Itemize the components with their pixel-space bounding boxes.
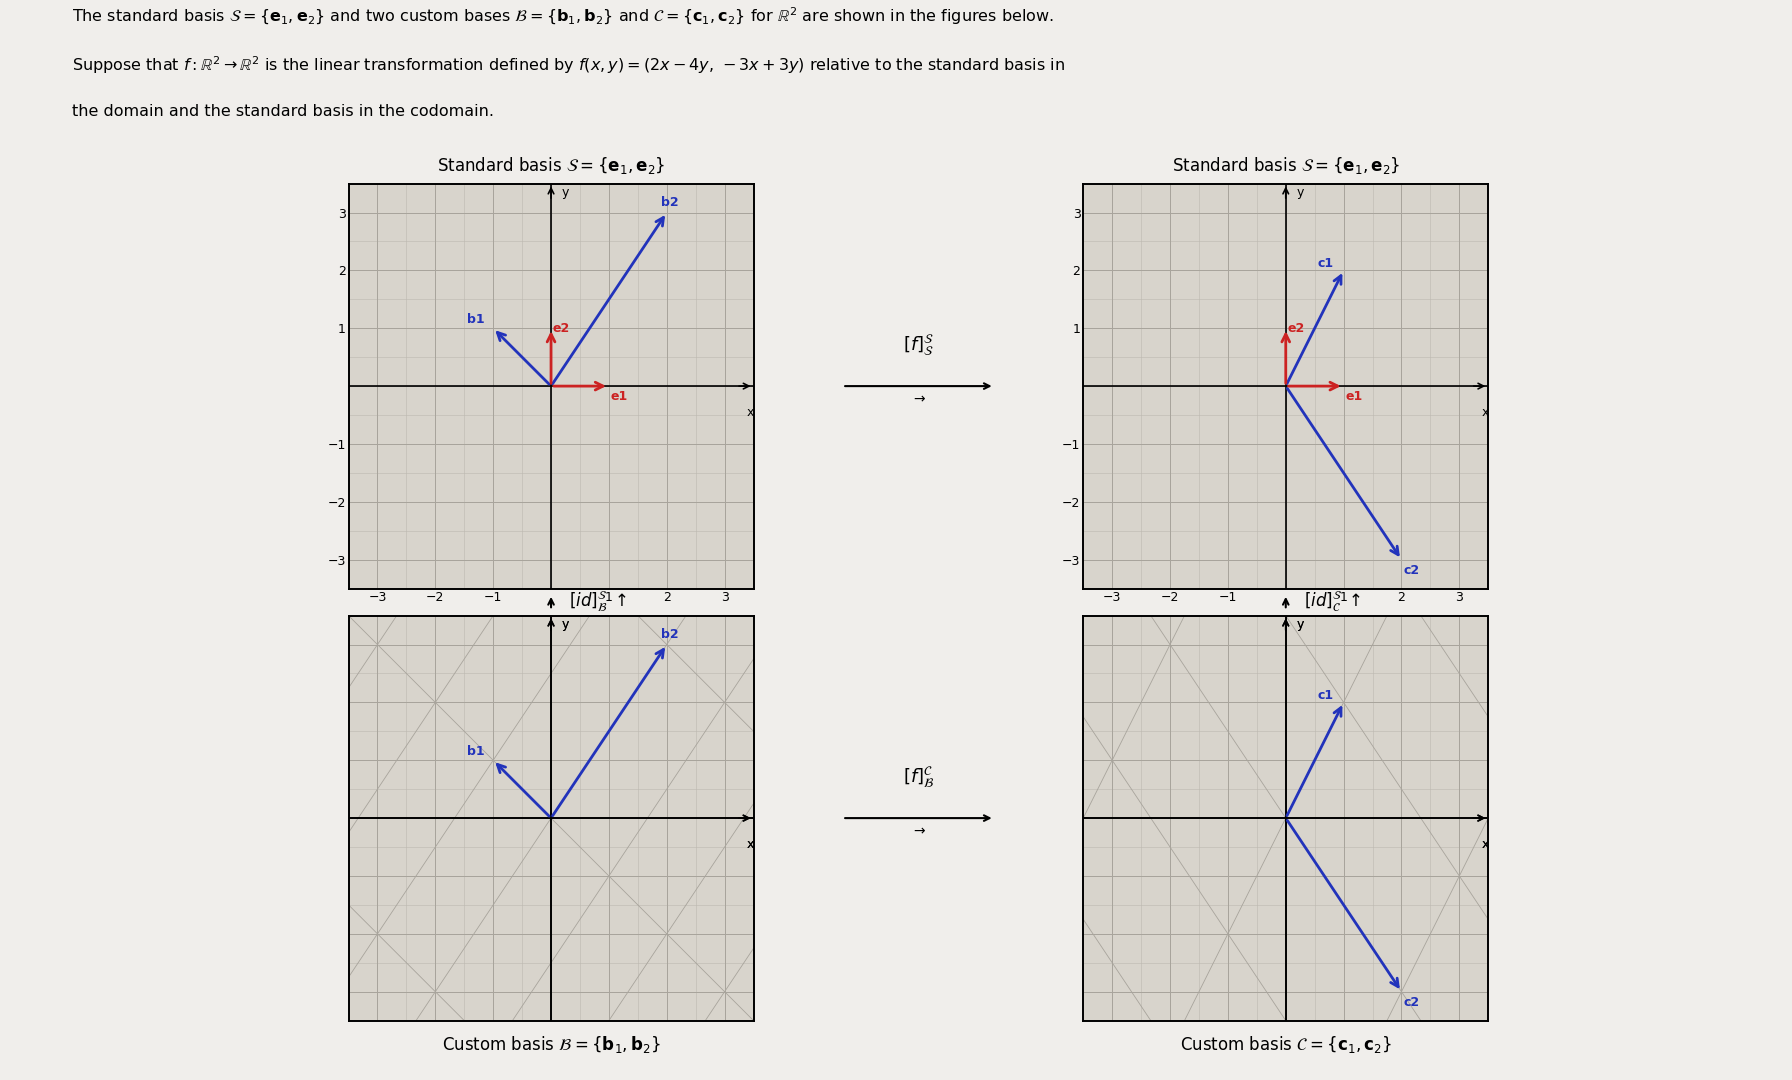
Text: y: y <box>1296 619 1303 632</box>
Text: $[f]^{\mathcal{S}}_{\mathcal{S}}$: $[f]^{\mathcal{S}}_{\mathcal{S}}$ <box>903 334 934 359</box>
Text: c2: c2 <box>1403 564 1419 577</box>
Text: the domain and the standard basis in the codomain.: the domain and the standard basis in the… <box>72 104 493 119</box>
Text: e2: e2 <box>552 322 570 335</box>
Text: b2: b2 <box>661 195 679 208</box>
Text: y: y <box>561 187 568 200</box>
Text: y: y <box>1296 619 1303 632</box>
Text: $[f]^{\mathcal{C}}_{\mathcal{B}}$: $[f]^{\mathcal{C}}_{\mathcal{B}}$ <box>903 766 934 791</box>
Text: Suppose that $f : \mathbb{R}^2 \rightarrow \mathbb{R}^2$ is the linear transform: Suppose that $f : \mathbb{R}^2 \rightarr… <box>72 54 1064 77</box>
Text: Custom basis $\mathcal{B} = \{\mathbf{b}_1, \mathbf{b}_2\}$: Custom basis $\mathcal{B} = \{\mathbf{b}… <box>441 1034 661 1054</box>
Text: $\rightarrow$: $\rightarrow$ <box>910 391 926 405</box>
Text: Standard basis $\mathcal{S} = \{\mathbf{e}_1, \mathbf{e}_2\}$: Standard basis $\mathcal{S} = \{\mathbf{… <box>437 156 665 176</box>
Text: $[id]^{\mathcal{S}}_{\mathcal{C}}$ $\uparrow$: $[id]^{\mathcal{S}}_{\mathcal{C}}$ $\upa… <box>1305 590 1360 615</box>
Text: y: y <box>1296 187 1303 200</box>
Text: c2: c2 <box>1403 996 1419 1009</box>
Text: Standard basis $\mathcal{S} = \{\mathbf{e}_1, \mathbf{e}_2\}$: Standard basis $\mathcal{S} = \{\mathbf{… <box>1172 156 1400 176</box>
Text: $\rightarrow$: $\rightarrow$ <box>910 823 926 837</box>
Text: c1: c1 <box>1317 689 1333 702</box>
Text: y: y <box>561 619 568 632</box>
Text: b2: b2 <box>661 627 679 640</box>
Text: x: x <box>1482 838 1489 851</box>
Text: $[id]^{\mathcal{S}}_{\mathcal{B}}$ $\uparrow$: $[id]^{\mathcal{S}}_{\mathcal{B}}$ $\upa… <box>570 590 627 615</box>
Text: x: x <box>1482 406 1489 419</box>
Text: Custom basis $\mathcal{C} = \{\mathbf{c}_1, \mathbf{c}_2\}$: Custom basis $\mathcal{C} = \{\mathbf{c}… <box>1179 1034 1392 1054</box>
Text: c1: c1 <box>1317 257 1333 270</box>
Text: e1: e1 <box>611 390 627 403</box>
Text: b1: b1 <box>468 313 484 326</box>
Text: b1: b1 <box>468 745 484 758</box>
Text: The standard basis $\mathcal{S} = \{\mathbf{e}_1, \mathbf{e}_2\}$ and two custom: The standard basis $\mathcal{S} = \{\mat… <box>72 5 1054 27</box>
Text: e2: e2 <box>1287 322 1305 335</box>
Text: x: x <box>747 406 754 419</box>
Text: y: y <box>561 619 568 632</box>
Text: e1: e1 <box>1346 390 1362 403</box>
Text: x: x <box>747 838 754 851</box>
Text: x: x <box>747 838 754 851</box>
Text: x: x <box>1482 838 1489 851</box>
